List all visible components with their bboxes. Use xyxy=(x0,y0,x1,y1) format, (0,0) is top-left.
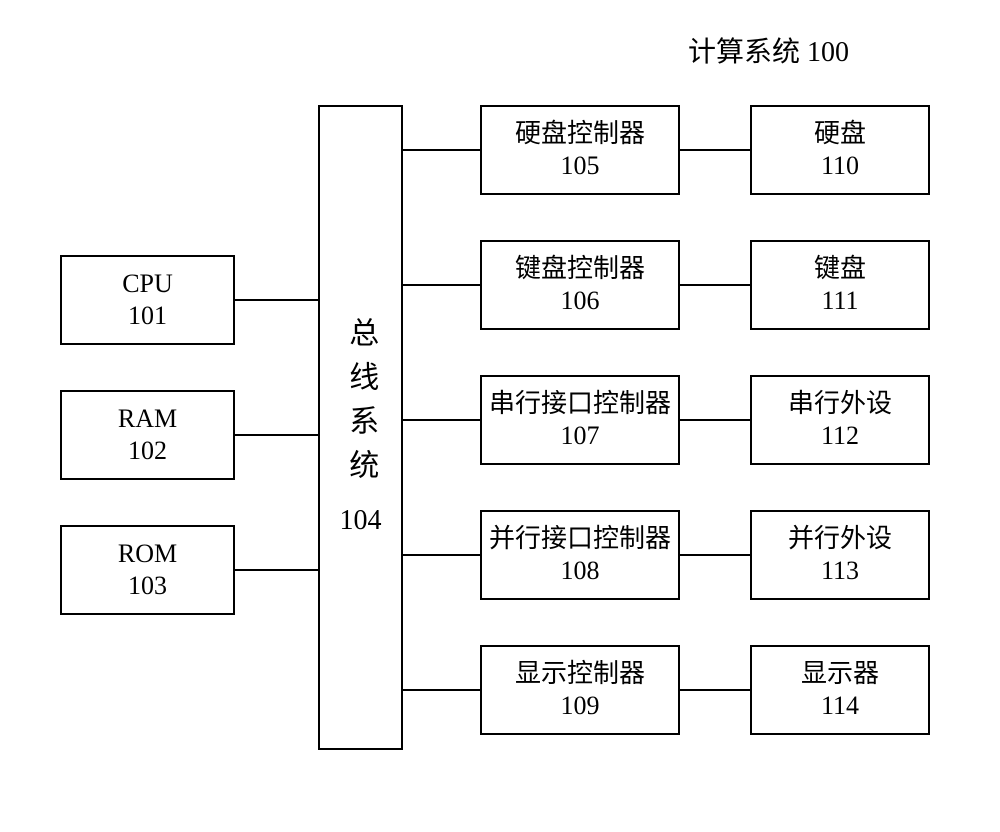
block-num: 109 xyxy=(561,690,600,723)
block-num: 110 xyxy=(821,150,859,183)
block-num-inline: 108 xyxy=(561,556,600,585)
block-serial-ctrl: 串行接口控制器 107 xyxy=(480,375,680,465)
diagram-title: 计算系统 100 xyxy=(688,30,849,70)
block-display: 显示器 114 xyxy=(750,645,930,735)
block-label: 键盘 xyxy=(814,253,866,286)
block-label-text: 并行接口控制器 xyxy=(489,524,671,553)
edge xyxy=(680,689,750,691)
edge xyxy=(235,569,318,571)
block-hdd-ctrl: 硬盘控制器 105 xyxy=(480,105,680,195)
block-label: 串行接口控制器 107 xyxy=(488,388,672,453)
edge xyxy=(680,419,750,421)
block-label: CPU xyxy=(122,268,173,301)
block-label: ROM xyxy=(118,538,177,571)
block-bus: 总线系统 104 xyxy=(318,105,403,750)
block-ram: RAM 102 xyxy=(60,390,235,480)
block-num: 102 xyxy=(128,435,167,468)
block-serial-dev: 串行外设 112 xyxy=(750,375,930,465)
block-num: 103 xyxy=(128,570,167,603)
title-num: 100 xyxy=(807,37,849,68)
block-label: 显示器 xyxy=(801,658,879,691)
edge xyxy=(403,554,480,556)
block-num-inline: 107 xyxy=(561,421,600,450)
block-parallel-dev: 并行外设 113 xyxy=(750,510,930,600)
block-rom: ROM 103 xyxy=(60,525,235,615)
block-kbd: 键盘 111 xyxy=(750,240,930,330)
block-label: 串行外设 xyxy=(788,388,892,421)
block-num: 114 xyxy=(821,690,859,723)
block-label: 并行外设 xyxy=(788,523,892,556)
edge xyxy=(235,299,318,301)
block-hdd: 硬盘 110 xyxy=(750,105,930,195)
edge xyxy=(235,434,318,436)
block-num: 101 xyxy=(128,300,167,333)
edge xyxy=(403,284,480,286)
block-num: 112 xyxy=(821,420,859,453)
block-label: RAM xyxy=(118,403,177,436)
block-cpu: CPU 101 xyxy=(60,255,235,345)
block-num: 106 xyxy=(561,285,600,318)
block-label: 显示控制器 xyxy=(515,658,645,691)
block-parallel-ctrl: 并行接口控制器 108 xyxy=(480,510,680,600)
block-num: 105 xyxy=(561,150,600,183)
block-label: 键盘控制器 xyxy=(515,253,645,286)
block-label: 硬盘控制器 xyxy=(515,118,645,151)
block-label-text: 串行接口控制器 xyxy=(489,389,671,418)
edge xyxy=(680,554,750,556)
bus-num: 104 xyxy=(340,503,382,538)
block-label: 并行接口控制器 108 xyxy=(488,523,672,588)
edge xyxy=(403,689,480,691)
title-label: 计算系统 xyxy=(688,37,800,68)
block-label: 硬盘 xyxy=(814,118,866,151)
bus-label: 总线系统 xyxy=(342,317,380,493)
edge xyxy=(680,149,750,151)
block-num: 113 xyxy=(821,555,859,588)
diagram-stage: 计算系统 100 CPU 101 RAM 102 ROM 103 总线系统 10… xyxy=(0,0,1000,832)
block-kbd-ctrl: 键盘控制器 106 xyxy=(480,240,680,330)
edge xyxy=(680,284,750,286)
edge xyxy=(403,419,480,421)
block-num: 111 xyxy=(821,285,858,318)
block-display-ctrl: 显示控制器 109 xyxy=(480,645,680,735)
edge xyxy=(403,149,480,151)
